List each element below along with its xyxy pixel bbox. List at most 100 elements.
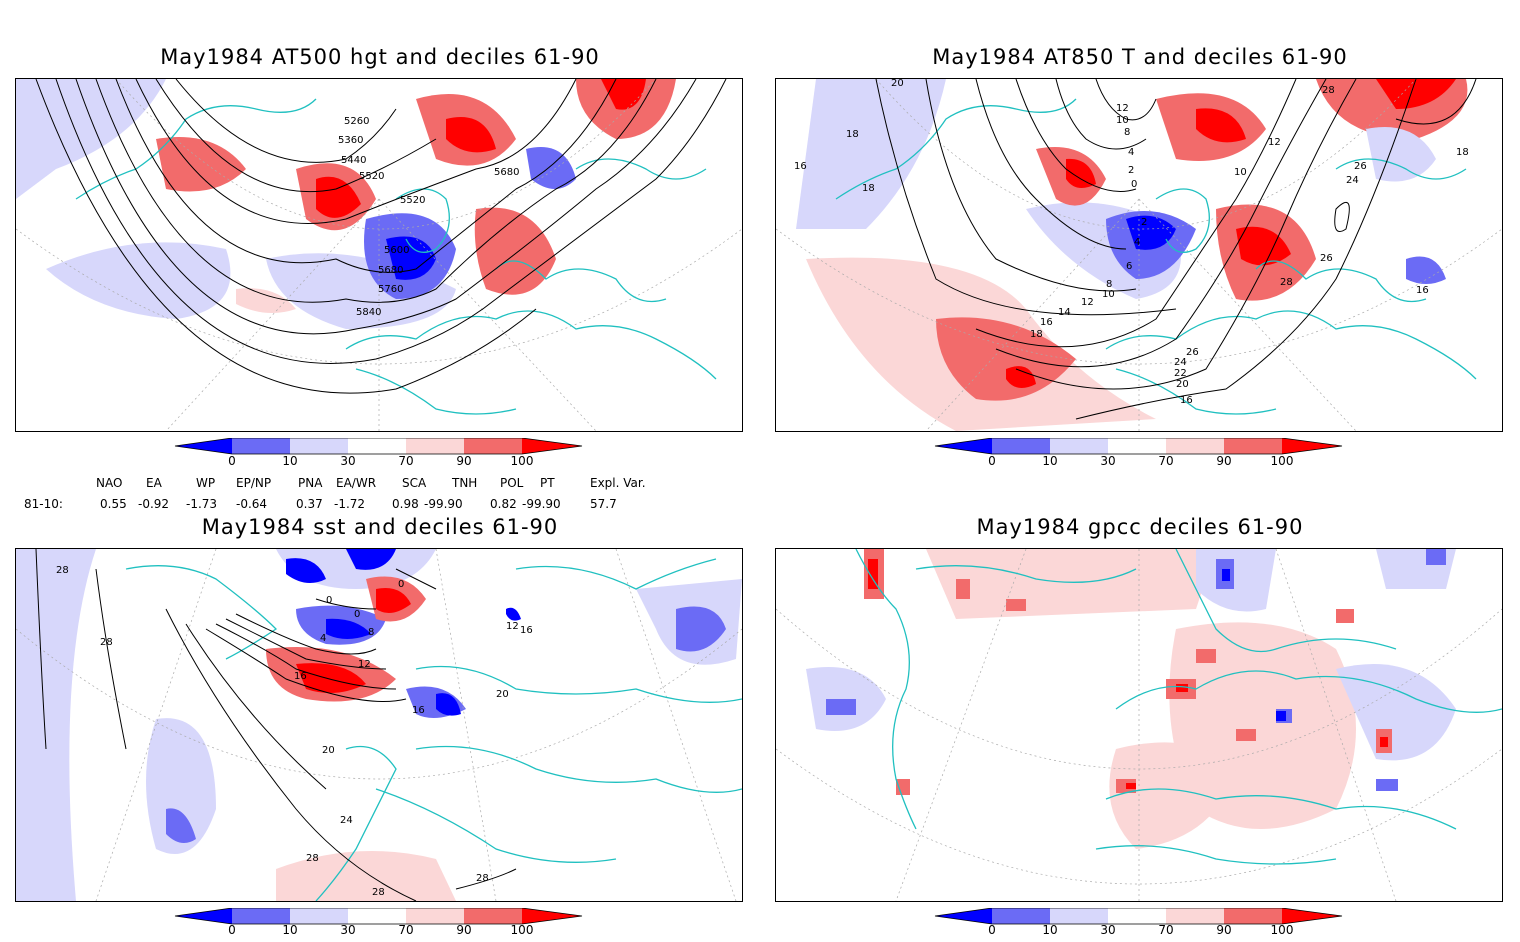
contour-label: 5520 bbox=[400, 195, 425, 206]
colorbar-bottom-right bbox=[934, 908, 1343, 925]
contour-label: 6 bbox=[1126, 261, 1132, 272]
index-header: NAO bbox=[96, 476, 123, 490]
contour-label: 5520 bbox=[359, 171, 384, 182]
contour-label: 12 bbox=[1116, 103, 1129, 114]
colorbar-tick: 100 bbox=[1270, 454, 1294, 468]
index-value: -99.90 bbox=[424, 497, 463, 511]
index-value: 0.98 bbox=[392, 497, 419, 511]
contour-label: 28 bbox=[1280, 277, 1293, 288]
contour-label: 5360 bbox=[338, 135, 363, 146]
colorbar-tick: 70 bbox=[1158, 923, 1174, 937]
colorbar-tick: 90 bbox=[456, 923, 472, 937]
contour-label: 5840 bbox=[356, 307, 381, 318]
index-row-label: 81-10: bbox=[24, 497, 63, 511]
contour-label: 8 bbox=[368, 627, 374, 638]
index-value: -1.72 bbox=[334, 497, 366, 511]
contour-label: 2 bbox=[1128, 165, 1134, 176]
contour-label: 5680 bbox=[494, 167, 519, 178]
contour-label: 28 bbox=[1322, 85, 1335, 96]
contour-label: 20 bbox=[322, 745, 335, 756]
contour-label: 0 bbox=[326, 595, 332, 606]
contour-label: 5260 bbox=[344, 116, 369, 127]
colorbar-tick: 100 bbox=[1270, 923, 1294, 937]
colorbar-tick: 0 bbox=[988, 454, 996, 468]
contour-label: 28 bbox=[100, 637, 113, 648]
contour-label: 4 bbox=[1128, 147, 1134, 158]
index-value: 0.55 bbox=[100, 497, 127, 511]
index-header: EP/NP bbox=[236, 476, 272, 490]
contour-label: 20 bbox=[496, 689, 509, 700]
index-header: TNH bbox=[452, 476, 478, 490]
contour-label: 24 bbox=[340, 815, 353, 826]
contour-label: 2 bbox=[1141, 217, 1147, 228]
index-value: 0.82 bbox=[490, 497, 517, 511]
contour-label: 4 bbox=[1134, 237, 1140, 248]
contour-label: 18 bbox=[1456, 147, 1469, 158]
contour-label: 12 bbox=[506, 621, 519, 632]
colorbar-tick: 90 bbox=[1216, 923, 1232, 937]
contour-label: 16 bbox=[1416, 285, 1429, 296]
index-value: -99.90 bbox=[522, 497, 561, 511]
colorbar-bottom-left bbox=[174, 908, 583, 925]
contour-label: 24 bbox=[1346, 175, 1359, 186]
colorbar-tick: 70 bbox=[398, 454, 414, 468]
contour-label: 26 bbox=[1186, 347, 1199, 358]
contour-label: 20 bbox=[891, 79, 904, 89]
colorbar-tick: 30 bbox=[1100, 454, 1116, 468]
contour-label: 12 bbox=[1268, 137, 1281, 148]
index-value: -0.92 bbox=[138, 497, 170, 511]
colorbar-top-left bbox=[174, 438, 583, 455]
colorbar-tick: 0 bbox=[988, 923, 996, 937]
colorbar-tick: 70 bbox=[398, 923, 414, 937]
contour-label: 24 bbox=[1174, 357, 1187, 368]
colorbar-tick: 0 bbox=[228, 454, 236, 468]
contour-label: 8 bbox=[1106, 279, 1112, 290]
contour-label: 12 bbox=[1081, 297, 1094, 308]
panel-title-gpcc: May1984 gpcc deciles 61-90 bbox=[976, 515, 1304, 539]
contour-label: 16 bbox=[412, 705, 425, 716]
contour-label: 5600 bbox=[384, 245, 409, 256]
contour-label: 16 bbox=[294, 671, 307, 682]
colorbar-tick: 30 bbox=[340, 923, 356, 937]
contour-label: 18 bbox=[862, 183, 875, 194]
index-header: EA/WR bbox=[336, 476, 377, 490]
contour-label: 0 bbox=[1131, 179, 1137, 190]
colorbar-top-right bbox=[934, 438, 1343, 455]
panel-title-sst: May1984 sst and deciles 61-90 bbox=[201, 515, 559, 539]
contour-label: 22 bbox=[1174, 368, 1187, 379]
contour-label: 28 bbox=[372, 887, 385, 898]
contour-label: 28 bbox=[306, 853, 319, 864]
index-value: 57.7 bbox=[590, 497, 617, 511]
contour-label: 16 bbox=[794, 161, 807, 172]
index-header: SCA bbox=[402, 476, 427, 490]
index-header: Expl. Var. bbox=[590, 476, 646, 490]
contour-label: 10 bbox=[1234, 167, 1247, 178]
index-header: EA bbox=[146, 476, 162, 490]
map-panel-hgt: 5260 5360 5440 5520 5520 5600 5680 5680 … bbox=[15, 78, 743, 432]
contour-label: 16 bbox=[1040, 317, 1053, 328]
contour-label: 26 bbox=[1320, 253, 1333, 264]
panel-title-hgt: May1984 AT500 hgt and deciles 61-90 bbox=[160, 45, 600, 69]
contour-label: 18 bbox=[846, 129, 859, 140]
colorbar-tick: 90 bbox=[456, 454, 472, 468]
index-header: PT bbox=[540, 476, 555, 490]
contour-label: 16 bbox=[520, 625, 533, 636]
contour-label: 14 bbox=[1058, 307, 1071, 318]
contour-label: 4 bbox=[320, 633, 326, 644]
contour-label: 0 bbox=[354, 609, 360, 620]
map-panel-t850: 20 18 16 18 12 10 8 4 2 0 2 4 6 8 10 12 … bbox=[775, 78, 1503, 432]
colorbar-tick: 90 bbox=[1216, 454, 1232, 468]
contour-label: 28 bbox=[56, 565, 69, 576]
colorbar-tick: 30 bbox=[1100, 923, 1116, 937]
index-header: WP bbox=[196, 476, 216, 490]
contour-label: 5440 bbox=[341, 155, 366, 166]
colorbar-tick: 10 bbox=[1042, 923, 1058, 937]
contour-label: 5760 bbox=[378, 284, 403, 295]
contour-label: 0 bbox=[398, 579, 404, 590]
map-panel-gpcc bbox=[775, 548, 1503, 902]
colorbar-tick: 100 bbox=[510, 923, 534, 937]
contour-label: 10 bbox=[1102, 289, 1115, 300]
index-header: PNA bbox=[298, 476, 323, 490]
contour-label: 12 bbox=[358, 659, 371, 670]
contour-label: 10 bbox=[1116, 115, 1129, 126]
